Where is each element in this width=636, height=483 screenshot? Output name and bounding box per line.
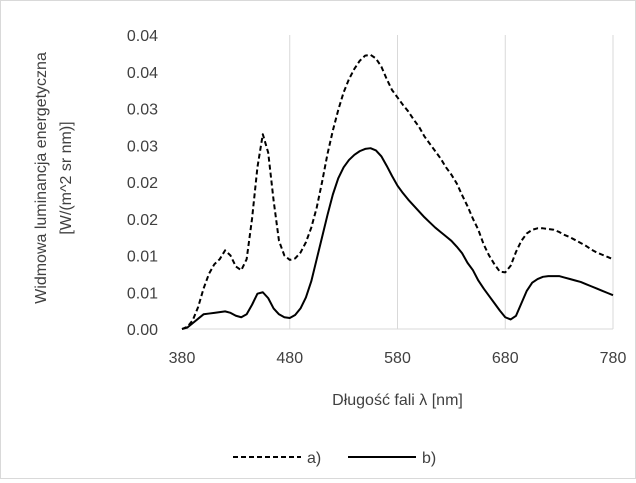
legend-label-a: a) <box>307 450 321 467</box>
y-tick-label: 0.00 <box>127 322 158 339</box>
series-line-a <box>181 53 614 330</box>
y-tick-label: 0.01 <box>127 285 158 302</box>
x-axis-title: Długość fali λ [nm] <box>332 392 463 409</box>
y-axis-title: Widmowa luminancja energetyczna [W/(m^2 … <box>33 52 75 304</box>
y-axis-title-line-1: Widmowa luminancja energetyczna <box>33 52 50 304</box>
y-tick-label: 0.04 <box>127 28 158 45</box>
gridlines <box>289 35 614 329</box>
series-layer <box>181 53 614 330</box>
y-tick-label: 0.02 <box>127 212 158 229</box>
x-tick-label: 780 <box>600 350 627 367</box>
y-tick-label: 0.03 <box>127 102 158 119</box>
y-axis-tick-labels: 0.00 0.01 0.01 0.02 0.02 0.03 0.03 0.04 0.04 <box>127 28 158 339</box>
x-tick-label: 680 <box>492 350 519 367</box>
y-axis-title-line-2: [W/(m^2 sr nm)] <box>58 121 75 234</box>
x-axis-tick-labels: 380 480 580 680 780 <box>169 350 627 367</box>
legend-label-b: b) <box>422 450 436 467</box>
x-tick-label: 580 <box>384 350 411 367</box>
y-tick-label: 0.01 <box>127 249 158 266</box>
x-tick-label: 480 <box>276 350 303 367</box>
y-tick-label: 0.03 <box>127 138 158 155</box>
legend: a) b) <box>233 450 436 467</box>
y-tick-label: 0.02 <box>127 175 158 192</box>
series-line-b <box>181 147 614 330</box>
x-tick-label: 380 <box>169 350 196 367</box>
y-tick-label: 0.04 <box>127 65 158 82</box>
